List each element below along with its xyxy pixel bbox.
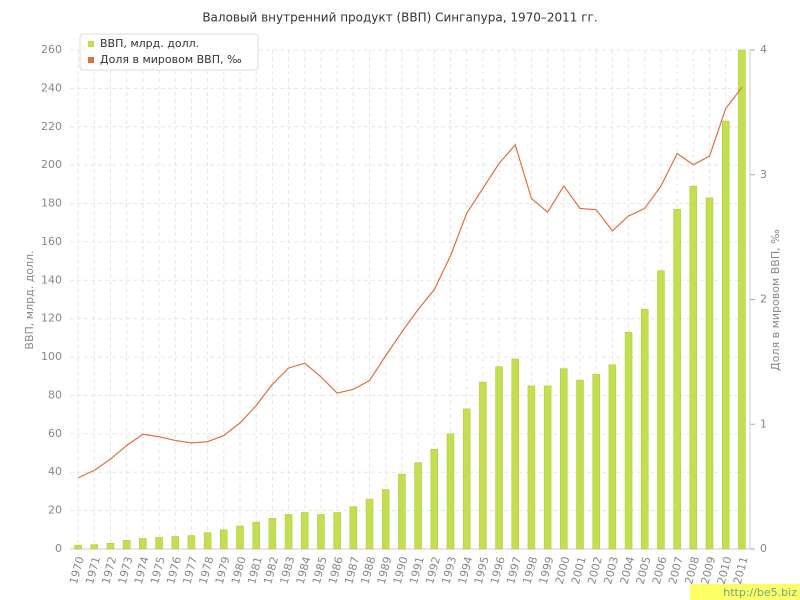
bar <box>576 379 584 550</box>
bar <box>543 385 552 550</box>
y-tick-label: 140 <box>41 273 62 286</box>
y-tick-label: 160 <box>41 235 62 248</box>
y2-axis-label: Доля в мировом ВВП, ‰ <box>769 229 782 371</box>
bar <box>284 514 293 550</box>
bar <box>333 512 341 550</box>
bar <box>365 498 374 550</box>
y-tick-label: 100 <box>41 350 62 363</box>
bar <box>560 368 568 550</box>
bar <box>155 537 163 550</box>
bar <box>624 331 633 550</box>
bar <box>90 544 99 550</box>
bar <box>592 374 600 550</box>
bar <box>673 209 681 550</box>
bar <box>657 270 665 550</box>
y-tick-label: 220 <box>41 120 62 133</box>
bar <box>252 521 260 550</box>
bar <box>187 535 196 550</box>
bar <box>689 186 698 550</box>
bar <box>74 544 82 550</box>
bar <box>398 473 406 550</box>
bar <box>430 448 439 550</box>
y2-tick-label: 4 <box>760 43 767 56</box>
bar <box>721 120 730 550</box>
y-tick-label: 20 <box>48 504 62 517</box>
bar <box>220 529 228 550</box>
bar <box>705 197 714 550</box>
chart-title: Валовый внутренний продукт (ВВП) Сингапу… <box>202 11 597 25</box>
legend-box <box>79 33 259 71</box>
bar <box>608 364 617 550</box>
bar <box>139 538 147 550</box>
legend-label: Доля в мировом ВВП, ‰ <box>100 53 242 66</box>
bar <box>738 49 746 550</box>
y-tick-label: 0 <box>55 542 62 555</box>
legend-label: ВВП, млрд. долл. <box>100 37 199 50</box>
y-tick-label: 120 <box>41 312 62 325</box>
bar <box>106 542 115 550</box>
y-tick-label: 260 <box>41 43 62 56</box>
bar <box>462 408 471 550</box>
bar <box>527 385 536 550</box>
y2-tick-label: 2 <box>760 293 767 306</box>
bar <box>414 462 422 550</box>
y-tick-label: 40 <box>48 465 62 478</box>
y-tick-label: 200 <box>41 158 62 171</box>
y-axis-label: ВВП, млрд. долл. <box>23 250 36 349</box>
bar <box>479 381 487 550</box>
bar <box>268 518 277 550</box>
y2-tick-label: 1 <box>760 417 767 430</box>
y2-tick-label: 0 <box>760 542 767 555</box>
legend-swatch <box>88 41 94 47</box>
bar <box>301 512 309 550</box>
watermark: http://be5.biz <box>723 586 797 599</box>
legend-swatch <box>88 57 94 63</box>
bar <box>171 536 179 550</box>
line <box>77 87 743 479</box>
bar <box>203 532 212 550</box>
bar <box>381 489 390 550</box>
y-tick-label: 80 <box>48 388 62 401</box>
bar <box>446 433 455 550</box>
bar <box>349 506 358 550</box>
watermark-bg <box>690 584 800 600</box>
y-tick-label: 180 <box>41 197 62 210</box>
bar <box>511 358 519 550</box>
bar <box>495 366 503 550</box>
bar <box>641 308 649 550</box>
bar <box>122 540 131 550</box>
legend: ВВП, млрд. долл. Доля в мировом ВВП, ‰ <box>79 33 259 71</box>
y-tick-label: 240 <box>41 81 62 94</box>
y2-tick-label: 3 <box>760 168 767 181</box>
bar <box>317 514 325 550</box>
bar <box>236 525 244 550</box>
y-tick-label: 60 <box>48 427 62 440</box>
